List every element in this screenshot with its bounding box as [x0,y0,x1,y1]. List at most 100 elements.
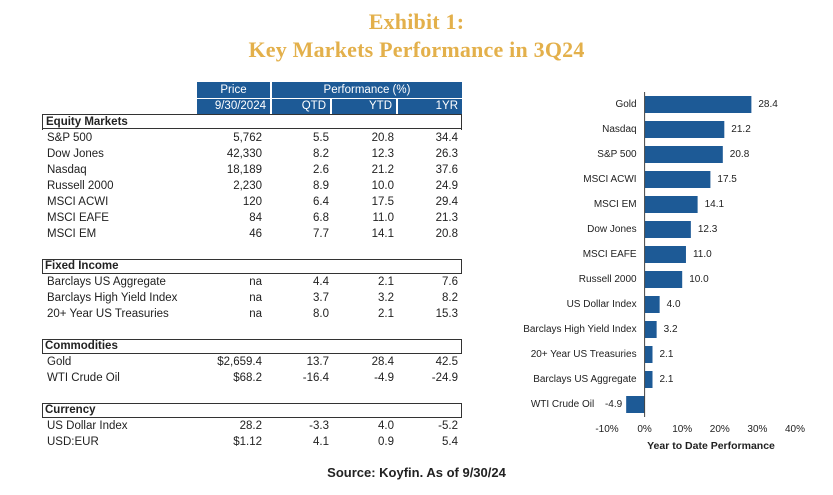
source-note: Source: Koyfin. As of 9/30/24 [327,465,506,480]
row-price: $68.2 [233,372,262,384]
row-ytd: 17.5 [371,196,394,208]
category-label: Dow Jones [587,224,636,235]
bar [644,296,660,313]
row-name: Barclays US Aggregate [47,276,166,288]
category-label: 20+ Year US Treasuries [531,349,637,360]
row-ytd: 12.3 [371,148,394,160]
bar [626,396,645,413]
row-name: MSCI ACWI [47,196,109,208]
row-ytd: 28.4 [371,356,394,368]
section-title: Equity Markets [42,114,462,129]
table-row: Nasdaq 18,189 2.6 21.2 37.6 [42,162,462,178]
data-label: 11.0 [693,249,712,260]
data-label: 28.4 [758,99,778,110]
bar [644,96,752,113]
category-label: WTI Crude Oil [531,399,594,410]
row-price: 120 [242,196,262,208]
row-name: MSCI EM [47,228,97,240]
table-row: MSCI ACWI 120 6.4 17.5 29.4 [42,194,462,210]
table-row: Russell 2000 2,230 8.9 10.0 24.9 [42,178,462,194]
data-label: -4.9 [605,399,623,410]
bar [644,196,698,213]
table-header: Price Performance (%) 9/30/2024 QTD YTD … [42,82,462,114]
row-ytd: 11.0 [372,212,394,224]
table-row: MSCI EM 46 7.7 14.1 20.8 [42,226,462,242]
row-qtd: 4.1 [313,436,329,448]
row-qtd: 8.0 [313,308,329,320]
x-axis-title: Year to Date Performance [647,440,775,452]
row-one-yr: 5.4 [442,436,458,448]
category-label: US Dollar Index [567,299,637,310]
row-one-yr: 24.9 [435,180,458,192]
row-qtd: 2.6 [313,164,329,176]
bar [644,221,691,238]
row-price: na [249,292,262,304]
x-tick-label: 10% [672,424,692,435]
row-ytd: 20.8 [371,132,394,144]
data-label: 14.1 [705,199,725,210]
row-qtd: 7.7 [313,228,329,240]
row-one-yr: 21.3 [435,212,458,224]
row-name: WTI Crude Oil [47,372,120,384]
bar [644,346,653,363]
row-one-yr: 34.4 [435,132,458,144]
row-qtd: 5.5 [313,132,329,144]
row-name: Russell 2000 [47,180,114,192]
category-label: Barclays US Aggregate [533,374,637,385]
row-ytd: 10.0 [371,180,394,192]
row-name: US Dollar Index [47,420,128,432]
row-price: 46 [249,228,262,240]
row-price: $2,659.4 [217,356,262,368]
row-one-yr: 29.4 [435,196,458,208]
row-qtd: -16.4 [302,372,329,384]
category-label: Nasdaq [602,124,636,135]
bar [644,121,725,138]
row-price: 28.2 [239,420,262,432]
row-one-yr: 7.6 [442,276,458,288]
row-qtd: 8.9 [313,180,329,192]
x-tick-label: 30% [747,424,767,435]
category-label: Russell 2000 [579,274,637,285]
row-ytd: 14.1 [371,228,394,240]
bar [644,371,653,388]
performance-header: Performance (%) [272,82,462,98]
data-label: 2.1 [659,349,673,360]
row-name: S&P 500 [47,132,93,144]
row-qtd: 13.7 [306,356,329,368]
table-row: Gold $2,659.4 13.7 28.4 42.5 [42,354,462,370]
row-name: USD:EUR [47,436,99,448]
table-row: Barclays US Aggregate na 4.4 2.1 7.6 [42,274,462,290]
category-label: Gold [615,99,636,110]
x-tick-label: 0% [637,424,652,435]
row-one-yr: -5.2 [438,420,458,432]
row-ytd: 21.2 [371,164,394,176]
row-price: 84 [249,212,262,224]
table-row: US Dollar Index 28.2 -3.3 4.0 -5.2 [42,418,462,434]
category-label: MSCI EAFE [583,249,637,260]
row-price: 18,189 [226,164,262,176]
row-qtd: 3.7 [313,292,329,304]
category-label: MSCI ACWI [583,174,636,185]
qtd-header: QTD [272,99,330,114]
x-tick-label: -10% [595,424,618,435]
row-qtd: 6.4 [313,196,329,208]
table-row: Dow Jones 42,330 8.2 12.3 26.3 [42,146,462,162]
data-label: 20.8 [730,149,750,160]
row-ytd: 0.9 [378,436,394,448]
row-name: Dow Jones [47,148,104,160]
data-label: 21.2 [731,124,751,135]
data-label: 2.1 [659,374,673,385]
ytd-header: YTD [332,99,396,114]
category-label: S&P 500 [597,149,637,160]
table-row: USD:EUR $1.12 4.1 0.9 5.4 [42,434,462,450]
exhibit-label: Exhibit 1: [368,9,465,34]
row-name: MSCI EAFE [47,212,109,224]
row-qtd: -3.3 [309,420,329,432]
row-name: 20+ Year US Treasuries [47,308,169,320]
section-title: Fixed Income [42,259,462,274]
category-label: Barclays High Yield Index [523,324,636,335]
row-one-yr: -24.9 [431,372,458,384]
row-name: Nasdaq [47,164,87,176]
table-row: Barclays High Yield Index na 3.7 3.2 8.2 [42,290,462,306]
data-label: 4.0 [667,299,681,310]
